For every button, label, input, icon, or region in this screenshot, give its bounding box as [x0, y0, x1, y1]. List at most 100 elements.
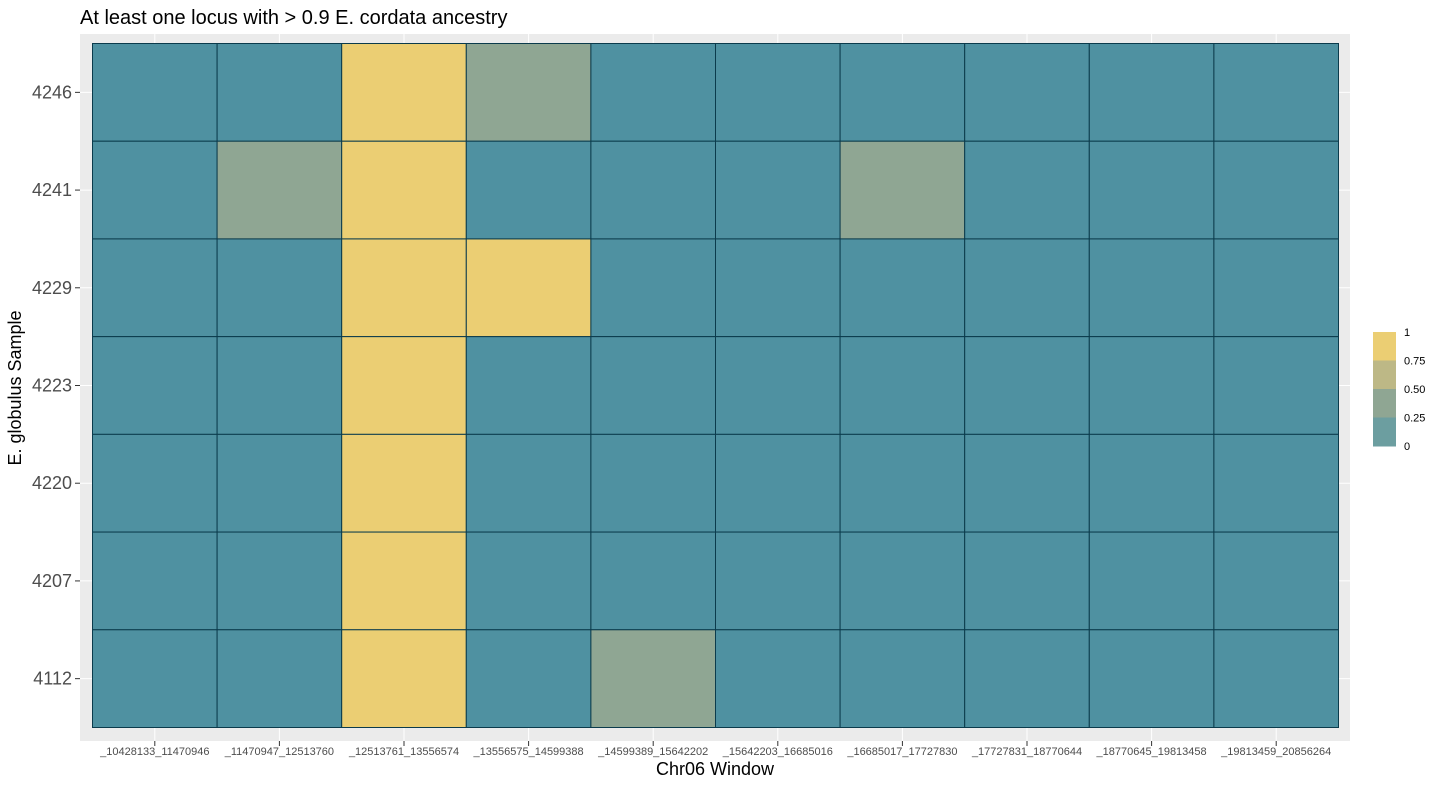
legend-color-step — [1373, 389, 1396, 418]
heatmap-cell — [715, 238, 841, 338]
heatmap-cell — [1088, 531, 1215, 631]
legend-label: 0 — [1404, 441, 1410, 453]
heatmap-cell — [715, 336, 841, 435]
x-tick-label: _15642203_16685016 — [722, 746, 833, 758]
heatmap-cell — [1088, 336, 1215, 435]
x-tick-label: _19813459_20856264 — [1220, 746, 1331, 758]
heatmap-cell — [216, 140, 343, 240]
legend-label: 0.75 — [1404, 356, 1425, 368]
heatmap-cell — [964, 629, 1090, 728]
heatmap-cell — [839, 336, 966, 435]
heatmap-cell — [1213, 629, 1340, 728]
heatmap-cell — [341, 140, 467, 240]
heatmap-cell — [839, 238, 966, 338]
heatmap-cell — [92, 433, 218, 533]
heatmap-cell — [715, 43, 841, 142]
heatmap-cell — [1088, 433, 1215, 533]
heatmap-cell — [1088, 238, 1215, 338]
heatmap-cell — [839, 531, 966, 631]
heatmap-cell — [465, 531, 592, 631]
heatmap-cell — [839, 43, 966, 142]
heatmap-cell — [590, 531, 717, 631]
heatmap-cell — [964, 238, 1090, 338]
legend-label: 0.50 — [1404, 384, 1425, 396]
x-tick-label: _14599389_15642202 — [597, 746, 708, 758]
heatmap-cell — [92, 43, 218, 142]
heatmap-cell — [216, 629, 343, 728]
heatmap-cell — [341, 43, 467, 142]
legend-color-step — [1373, 332, 1396, 361]
heatmap-cell — [1088, 140, 1215, 240]
color-legend: 1 0.75 0.50 0.25 0 — [1373, 327, 1425, 453]
heatmap-cell — [465, 629, 592, 728]
heatmap-cell — [216, 433, 343, 533]
heatmap-cell — [92, 336, 218, 435]
heatmap-cell — [465, 140, 592, 240]
heatmap-cell — [964, 43, 1090, 142]
heatmap-cell — [1213, 43, 1340, 142]
y-tick-label: 4246 — [32, 82, 72, 102]
heatmap-cell — [1213, 433, 1340, 533]
legend-color-step — [1373, 360, 1396, 390]
heatmap-cell — [92, 531, 218, 631]
heatmap-cell — [590, 140, 717, 240]
legend-label: 0.25 — [1404, 413, 1425, 425]
heatmap-cell — [590, 238, 717, 338]
heatmap-cell — [839, 140, 966, 240]
y-tick-label: 4207 — [32, 571, 72, 591]
heatmap-cell — [341, 433, 467, 533]
heatmap-cell — [590, 433, 717, 533]
heatmap-cell — [341, 629, 467, 728]
x-tick-label: _18770645_19813458 — [1096, 746, 1207, 758]
heatmap-cell — [715, 531, 841, 631]
heatmap-cell — [1213, 531, 1340, 631]
heatmap-cell — [590, 629, 717, 728]
x-tick-label: _13556575_14599388 — [473, 746, 584, 758]
y-tick-label: 4112 — [33, 669, 72, 689]
x-axis-title: Chr06 Window — [656, 759, 775, 779]
heatmap-cell — [341, 531, 467, 631]
heatmap-cell — [590, 336, 717, 435]
heatmap-cell — [839, 433, 966, 533]
heatmap-cell — [92, 238, 218, 338]
heatmap-cell — [465, 43, 592, 142]
heatmap-cell — [216, 531, 343, 631]
heatmap-cell — [216, 43, 343, 142]
heatmap-cell — [964, 140, 1090, 240]
heatmap-cell — [216, 336, 343, 435]
heatmap-cell — [1213, 238, 1340, 338]
x-tick-label: _17727831_18770644 — [971, 746, 1082, 758]
x-axis-ticks: _10428133_11470946 _11470947_12513760 _125… — [99, 741, 1331, 758]
legend-label: 1 — [1404, 327, 1410, 339]
heatmap-cell — [92, 140, 218, 240]
heatmap-cell — [964, 433, 1090, 533]
heatmap-cell — [1213, 140, 1340, 240]
y-axis-ticks: 4246 4241 4229 4223 4220 4207 4112 — [32, 82, 80, 689]
heatmap-cell — [715, 433, 841, 533]
heatmap-cell — [715, 629, 841, 728]
heatmap-cell — [1088, 629, 1215, 728]
heatmap-tiles — [92, 43, 1340, 728]
y-axis-title: E. globulus Sample — [5, 310, 25, 465]
y-tick-label: 4223 — [32, 376, 72, 396]
heatmap-cell — [839, 629, 966, 728]
heatmap-cell — [964, 336, 1090, 435]
heatmap-cell — [92, 629, 218, 728]
x-tick-label: _12513761_13556574 — [348, 746, 459, 758]
chart-title: At least one locus with > 0.9 E. cordata… — [80, 7, 507, 29]
y-tick-label: 4229 — [32, 278, 72, 298]
y-tick-label: 4220 — [32, 473, 72, 493]
heatmap-cell — [465, 433, 592, 533]
legend-color-step — [1373, 417, 1396, 447]
heatmap-cell — [1088, 43, 1215, 142]
heatmap-cell — [465, 336, 592, 435]
y-tick-label: 4241 — [32, 180, 72, 200]
heatmap-cell — [715, 140, 841, 240]
heatmap-cell — [216, 238, 343, 338]
heatmap-cell — [341, 336, 467, 435]
heatmap-cell — [341, 238, 467, 338]
heatmap-cell — [964, 531, 1090, 631]
x-tick-label: _11470947_12513760 — [224, 746, 334, 758]
x-tick-label: _10428133_11470946 — [99, 746, 209, 758]
